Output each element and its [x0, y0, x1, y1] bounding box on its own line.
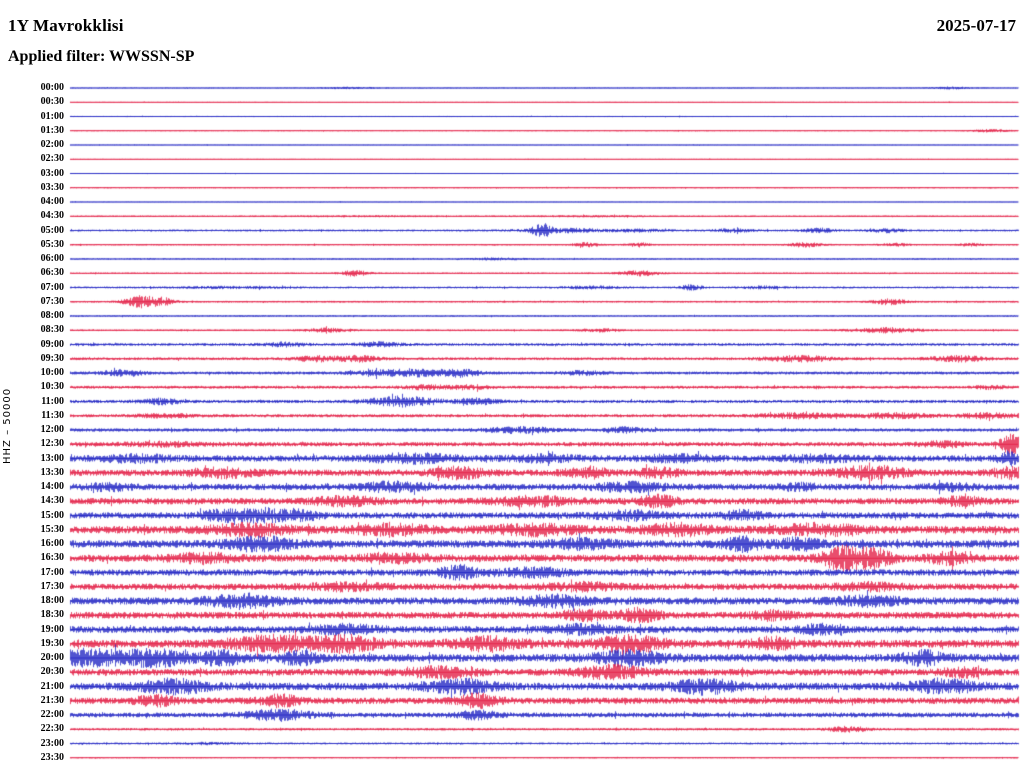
- helicorder-canvas: [0, 0, 1024, 780]
- helicorder-page: 1Y Mavrokklisi 2025-07-17 Applied filter…: [0, 0, 1024, 780]
